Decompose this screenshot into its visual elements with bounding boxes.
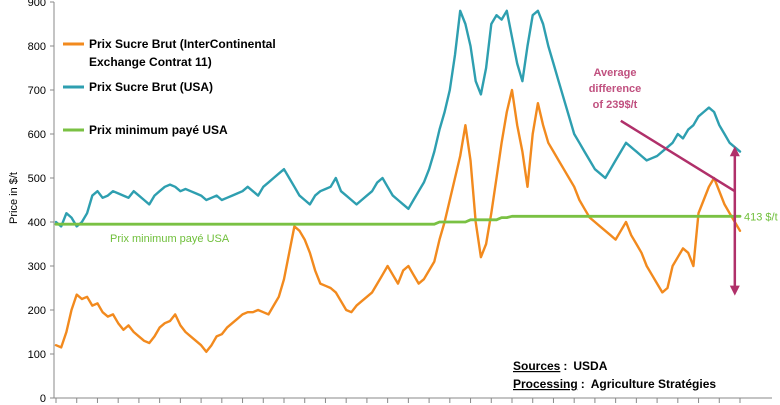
processing-label: Processing	[513, 377, 578, 391]
arrow-down-head	[729, 285, 740, 296]
processing-value: Agriculture Stratégies	[591, 377, 717, 391]
y-tick-label-300: 300	[28, 261, 46, 273]
y-tick-label-400: 400	[28, 217, 46, 229]
y-tick-label-0: 0	[40, 393, 46, 405]
right-value-label: 413 $/t	[744, 211, 778, 223]
y-axis-title: Price in $/t	[8, 172, 20, 224]
processing-separator: :	[581, 377, 585, 391]
y-axis-ticks: 0 100 200 300 400 500 600 700 800 900 Price in $/t	[8, 0, 772, 405]
sources-separator: :	[563, 359, 567, 373]
series-line-1	[54, 9, 742, 228]
y-tick-label-700: 700	[28, 85, 46, 97]
annotations: Prix minimum payé USA 413 $/t Average diffe…	[110, 67, 778, 296]
inline-min-price-label: Prix minimum payé USA	[110, 233, 230, 245]
arrow-up-head	[729, 146, 740, 157]
legend-label-0: Exchange Contrat 11)	[89, 55, 212, 69]
series-line-0	[54, 88, 742, 353]
avg-diff-diagonal-line	[620, 119, 736, 193]
y-tick-label-500: 500	[28, 173, 46, 185]
legend-label-0: Prix Sucre Brut (InterContinental	[89, 37, 276, 51]
y-tick-label-600: 600	[28, 129, 46, 141]
avg-diff-text-1: difference	[589, 83, 642, 95]
series-line-2	[54, 214, 742, 226]
avg-diff-text-2: of 239$/t	[593, 99, 638, 111]
sources-value: USDA	[573, 359, 607, 373]
legend-label-2: Prix minimum payé USA	[89, 123, 228, 137]
sources-label: Sources	[513, 359, 561, 373]
y-tick-label-800: 800	[28, 41, 46, 53]
avg-diff-text-0: Average	[593, 67, 636, 79]
y-tick-label-200: 200	[28, 305, 46, 317]
legend-label-1: Prix Sucre Brut (USA)	[89, 80, 213, 94]
y-tick-label-900: 900	[28, 0, 46, 9]
sources-block: Sources: USDA Processing: Agriculture Strat…	[513, 359, 716, 391]
series-lines	[54, 9, 742, 353]
y-tick-label-100: 100	[28, 349, 46, 361]
legend: Prix Sucre Brut (InterContinental Exchang…	[63, 37, 276, 137]
